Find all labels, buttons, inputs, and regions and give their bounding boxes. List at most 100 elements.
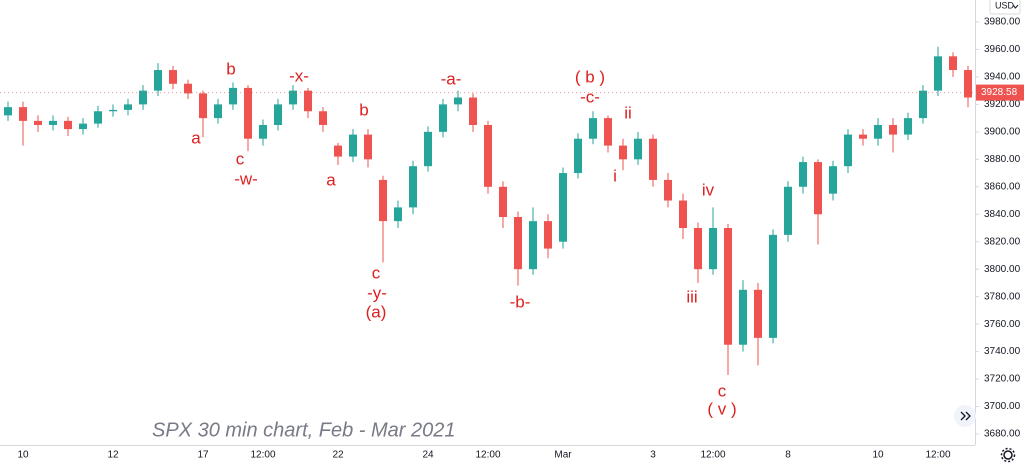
wave-label: a	[326, 170, 336, 189]
y-tick-label: 3800.00	[984, 264, 1021, 275]
wave-label: c	[372, 263, 381, 282]
x-tick-label: 17	[197, 450, 209, 461]
candle-body	[64, 120, 72, 130]
candle-body	[244, 87, 252, 139]
candle-body	[274, 104, 282, 125]
wave-label: -y-	[367, 283, 387, 302]
wave-label: ii	[624, 103, 632, 122]
candle-body	[664, 179, 672, 201]
x-tick-label: 24	[422, 450, 434, 461]
y-tick-label: 3820.00	[984, 236, 1021, 247]
candle-body	[634, 138, 642, 160]
x-tick-label: 22	[332, 450, 344, 461]
candle-body	[4, 107, 12, 116]
currency-caret	[1012, 4, 1019, 9]
candle-body	[379, 179, 387, 222]
wave-label: b	[226, 59, 235, 78]
x-tick-label: 3	[650, 450, 656, 461]
candle-body	[289, 90, 297, 105]
candle-body	[544, 221, 552, 249]
gear-icon[interactable]	[1003, 450, 1013, 460]
candle-body	[619, 145, 627, 160]
y-tick-label: 3940.00	[984, 72, 1021, 83]
wave-label: b	[359, 100, 368, 119]
candle-body	[874, 124, 882, 139]
candle-body	[709, 227, 717, 270]
candle-body	[514, 217, 522, 270]
candle-body	[154, 70, 162, 91]
wave-label: iv	[702, 180, 715, 199]
settings-button[interactable]	[1000, 447, 1016, 463]
candle-body	[889, 124, 897, 135]
last-price-box	[976, 84, 1024, 101]
scroll-button[interactable]	[954, 405, 976, 427]
candle-body	[769, 234, 777, 338]
candle-body	[19, 107, 27, 121]
x-tick-label: 12:00	[700, 450, 725, 461]
candle-body	[814, 162, 822, 215]
y-tick-label: 3680.00	[984, 429, 1021, 440]
candle-body	[499, 186, 507, 218]
candle-body	[754, 289, 762, 338]
y-tick-label: 3980.00	[984, 17, 1021, 28]
currency-box[interactable]	[989, 0, 1021, 15]
wave-label: -x-	[289, 66, 309, 85]
candle-body	[604, 118, 612, 146]
candle-body	[739, 289, 747, 345]
currency-label: USD	[995, 0, 1015, 10]
candle-body	[34, 120, 42, 125]
y-tick-label: 3840.00	[984, 209, 1021, 220]
wave-label: -w-	[234, 169, 258, 188]
candle-body	[694, 227, 702, 270]
candle-body	[829, 166, 837, 194]
x-tick-label: 10	[17, 450, 29, 461]
wave-label: -b-	[510, 292, 531, 311]
candle-body	[724, 227, 732, 345]
candle-body	[109, 109, 117, 112]
y-tick-label: 3700.00	[984, 401, 1021, 412]
wave-label: (a)	[366, 302, 387, 321]
y-tick-label: 3920.00	[984, 99, 1021, 110]
wave-label: ( v )	[707, 399, 736, 418]
candle-body	[589, 118, 597, 139]
candle-body	[199, 93, 207, 119]
candle-body	[79, 123, 87, 130]
scroll-icon	[960, 411, 971, 421]
candle-body	[259, 124, 267, 139]
y-tick-label: 3960.00	[984, 44, 1021, 55]
currency-button[interactable]: USD	[989, 0, 1021, 15]
candle-body	[409, 166, 417, 208]
candle-body	[229, 87, 237, 105]
x-tick-label: 10	[872, 450, 884, 461]
candle-body	[844, 134, 852, 167]
candle-body	[649, 138, 657, 180]
y-tick-label: 3760.00	[984, 319, 1021, 330]
candle-body	[364, 134, 372, 160]
candle-body	[184, 83, 192, 94]
candle-body	[49, 120, 57, 125]
x-tick-label: 12:00	[250, 450, 275, 461]
candle-body	[469, 97, 477, 125]
y-tick-label: 3780.00	[984, 291, 1021, 302]
candle-body	[934, 56, 942, 91]
candle-body	[919, 90, 927, 119]
candle-body	[439, 104, 447, 132]
y-tick-label: 3860.00	[984, 181, 1021, 192]
candle-body	[529, 221, 537, 270]
y-tick-label: 3880.00	[984, 154, 1021, 165]
candle-body	[94, 111, 102, 124]
candle-body	[214, 104, 222, 119]
candle-body	[139, 90, 147, 105]
candle-body	[394, 207, 402, 222]
candle-body	[949, 56, 957, 71]
candle-body	[349, 134, 357, 157]
x-tick-label: 8	[785, 450, 791, 461]
gear-teeth	[1000, 447, 1016, 463]
candle-body	[904, 118, 912, 135]
candle-body	[304, 90, 312, 112]
candle-body	[334, 145, 342, 157]
y-tick-label: 3740.00	[984, 346, 1021, 357]
candle-body	[484, 124, 492, 187]
chart-caption: SPX 30 min chart, Feb - Mar 2021	[152, 419, 455, 441]
